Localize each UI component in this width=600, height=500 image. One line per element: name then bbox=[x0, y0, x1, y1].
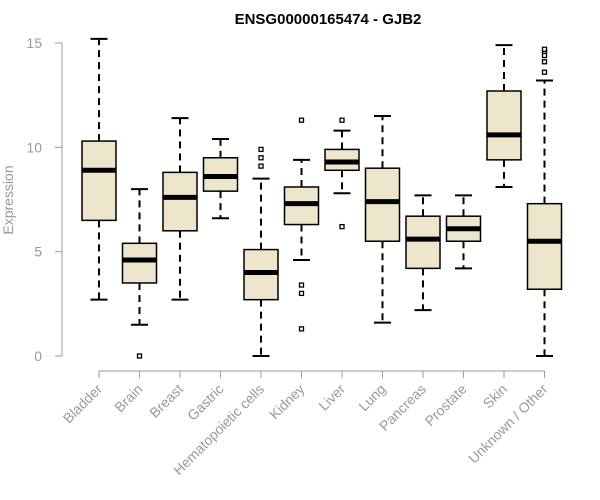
axes: 0 5 10 15 bbox=[26, 35, 545, 378]
box-group bbox=[364, 115, 401, 324]
x-tick-label: Skin bbox=[480, 381, 511, 412]
outlier-point bbox=[258, 146, 264, 153]
box-group bbox=[243, 146, 279, 357]
outlier-point bbox=[258, 155, 264, 161]
x-tick-label: Bladder bbox=[60, 381, 106, 427]
outlier-point bbox=[298, 117, 305, 123]
box-group bbox=[202, 137, 239, 220]
outlier-point bbox=[541, 46, 548, 52]
box-group bbox=[324, 117, 360, 230]
x-tick-label: Liver bbox=[315, 381, 348, 414]
box-group bbox=[526, 46, 563, 357]
x-tick-label: Prostate bbox=[421, 381, 469, 429]
box-group bbox=[162, 117, 198, 301]
iqr-box bbox=[121, 242, 158, 284]
y-axis-label: Expression bbox=[0, 165, 16, 234]
iqr-box bbox=[162, 171, 198, 232]
y-tick-label: 10 bbox=[26, 139, 42, 155]
outlier-point bbox=[339, 117, 345, 123]
box-group bbox=[486, 44, 522, 188]
x-tick-label: Breast bbox=[146, 381, 186, 421]
iqr-box bbox=[526, 202, 563, 290]
outlier-point bbox=[541, 52, 548, 59]
y-tick-label: 0 bbox=[34, 348, 42, 364]
outlier-point bbox=[298, 290, 305, 297]
outlier-point bbox=[298, 326, 305, 332]
outlier-point bbox=[339, 223, 345, 230]
y-tick-label: 5 bbox=[34, 244, 42, 260]
x-tick-label: Kidney bbox=[266, 381, 308, 423]
x-tick-label: Lung bbox=[355, 381, 388, 414]
outlier-point bbox=[541, 59, 548, 65]
iqr-box bbox=[486, 90, 522, 161]
outlier-point bbox=[136, 353, 143, 359]
iqr-box bbox=[364, 167, 401, 242]
y-tick-label: 15 bbox=[26, 35, 42, 51]
box-group bbox=[445, 194, 482, 270]
iqr-box bbox=[405, 215, 441, 270]
outlier-point bbox=[298, 282, 305, 288]
x-tick-label: Brain bbox=[111, 381, 145, 415]
iqr-box bbox=[81, 140, 117, 222]
boxes-layer bbox=[81, 37, 563, 359]
box-group bbox=[81, 37, 117, 301]
outlier-point bbox=[541, 69, 548, 75]
box-group bbox=[405, 194, 441, 312]
box-group bbox=[121, 188, 158, 359]
box-group bbox=[283, 117, 320, 332]
chart-title: ENSG00000165474 - GJB2 bbox=[235, 11, 422, 28]
outlier-point bbox=[258, 163, 264, 169]
